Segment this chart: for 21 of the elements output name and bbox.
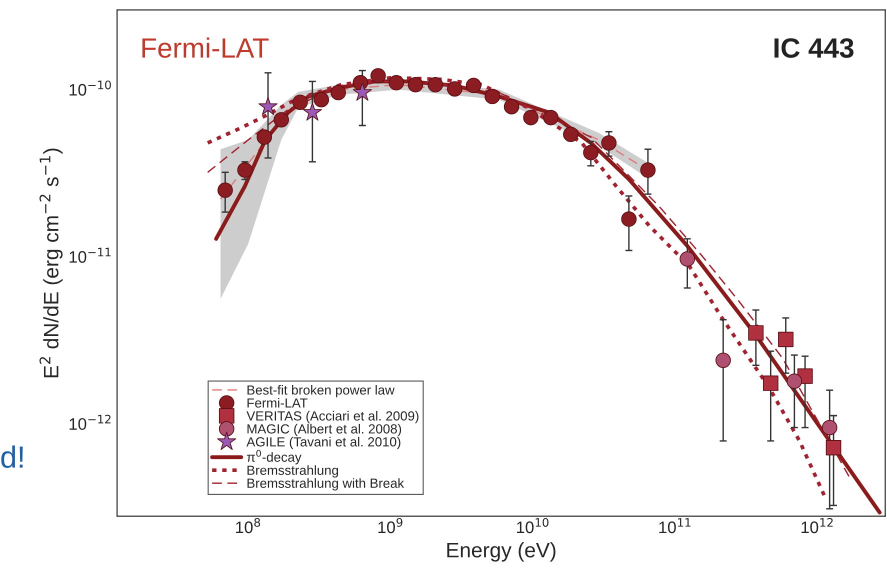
legend-label: Bremsstrahlung [248, 465, 338, 478]
legend-label: VERITAS (Acciari et al. 2009) [246, 410, 418, 424]
annotation: Fermi-LAT [142, 37, 269, 58]
legend-label: Fermi-LAT [248, 398, 308, 408]
legend-label: Bremsstrahlung with Break [248, 478, 404, 490]
legend-label: Best-fit broken power law [248, 384, 395, 398]
x-tick-label: 10$^{12}$ [802, 518, 833, 534]
annotation: IC 443 [774, 38, 854, 58]
x-axis-title: Energy (eV) [447, 542, 556, 562]
legend-label: AGILE (Tavani et al. 2010) [246, 436, 400, 450]
y-axis-title: E$^{2}$ dN/dE (erg cm$^{−2}$ s$^{−1}$) [40, 148, 63, 378]
legend-label: MAGIC (Albert et al. 2008) [248, 424, 402, 436]
legend-label: π$^{0}$-decay [246, 450, 302, 464]
x-tick-label: 10$^{11}$ [659, 518, 690, 534]
text: d! [1, 446, 23, 468]
x-tick-label: 10$^{8}$ [236, 518, 260, 534]
y-tick-label: 10$^{−10}$ [70, 80, 111, 96]
x-tick-label: 10$^{9}$ [378, 518, 402, 534]
y-tick-label: 10$^{−11}$ [70, 248, 111, 263]
y-tick-label: 10$^{−12}$ [70, 414, 111, 430]
x-tick-label: 10$^{10}$ [516, 518, 548, 534]
